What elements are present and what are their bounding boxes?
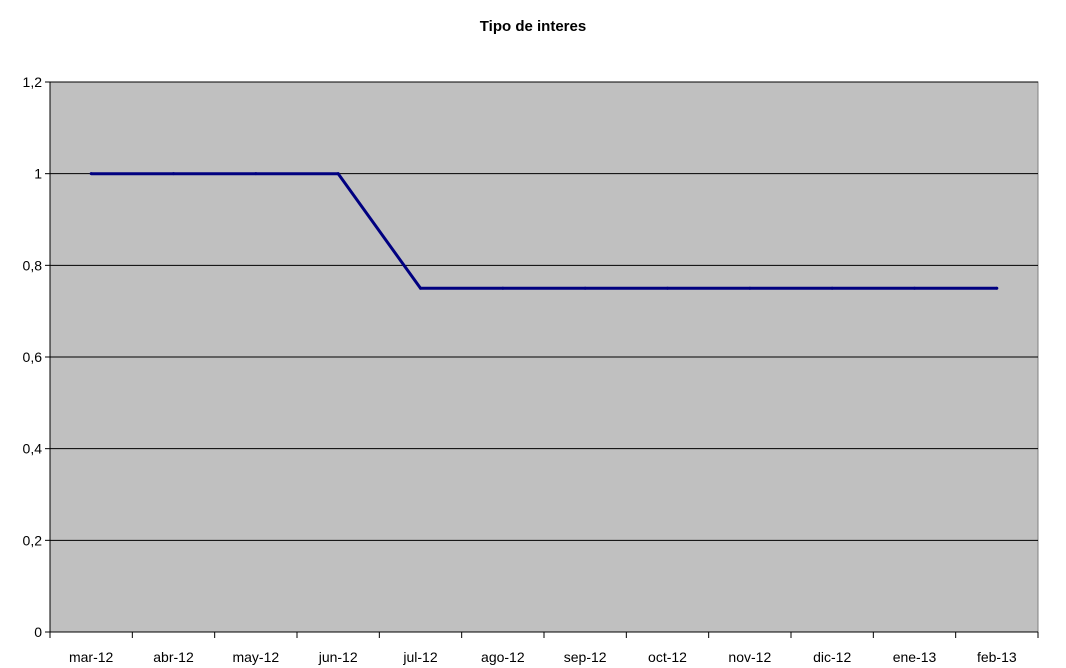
data-point-0-11 <box>995 286 999 290</box>
y-tick-label-6: 1,2 <box>23 74 43 90</box>
y-tick-label-5: 1 <box>34 166 42 182</box>
data-point-0-0 <box>89 172 93 176</box>
y-tick-label-2: 0,4 <box>23 441 43 457</box>
x-tick-label-1: abr-12 <box>153 649 194 665</box>
y-tick-label-4: 0,8 <box>23 257 43 273</box>
data-point-0-8 <box>748 286 752 290</box>
data-point-0-4 <box>419 286 422 290</box>
x-tick-label-11: feb-13 <box>977 649 1017 665</box>
x-tick-label-2: may-12 <box>232 649 279 665</box>
x-tick-label-10: ene-13 <box>893 649 937 665</box>
data-point-0-9 <box>830 286 834 290</box>
x-tick-label-0: mar-12 <box>69 649 114 665</box>
tick-labels: 0 0,2 0,4 0,6 0,8 1 1,2 mar-12 abr-12 may-12 jun-1… <box>23 74 1017 665</box>
chart-title: Tipo de interes <box>479 18 587 35</box>
x-tick-label-5: ago-12 <box>481 649 525 665</box>
x-tick-label-8: nov-12 <box>728 649 771 665</box>
data-point-0-5 <box>501 286 505 290</box>
axes <box>45 81 1039 638</box>
series-line-0 <box>91 172 997 290</box>
x-tick-label-4: jul-12 <box>402 649 437 665</box>
y-tick-label-1: 0,2 <box>23 532 43 548</box>
data-point-0-6 <box>583 286 587 290</box>
series <box>89 172 999 290</box>
data-point-0-1 <box>172 172 175 176</box>
data-point-0-2 <box>254 172 258 176</box>
x-tick-label-3: jun-12 <box>318 649 358 665</box>
data-point-0-7 <box>666 286 669 290</box>
data-point-0-3 <box>336 172 340 176</box>
y-tick-label-3: 0,6 <box>23 349 43 365</box>
data-point-0-10 <box>913 286 916 290</box>
y-tick-label-0: 0 <box>34 624 42 640</box>
x-tick-label-7: oct-12 <box>648 649 687 665</box>
x-tick-label-6: sep-12 <box>564 649 607 665</box>
x-tick-label-9: dic-12 <box>813 649 851 665</box>
